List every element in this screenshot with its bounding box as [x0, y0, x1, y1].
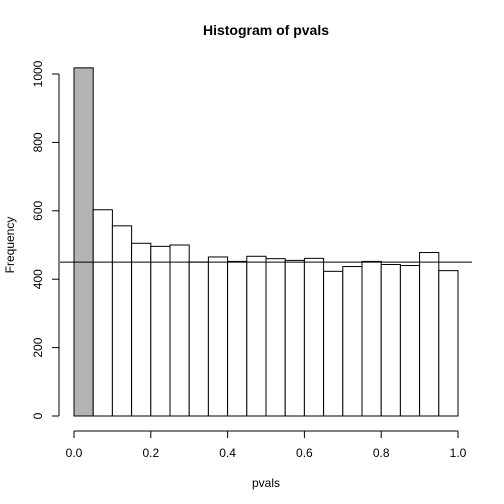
x-tick-label: 0.4 — [219, 446, 236, 460]
histogram-bar — [323, 270, 344, 417]
histogram-bar — [265, 258, 286, 417]
y-tick-label: 1000 — [31, 60, 45, 87]
y-tick-label: 600 — [31, 200, 45, 220]
histogram-bar — [111, 225, 133, 417]
histogram-bar — [303, 257, 325, 417]
histogram-bar — [399, 265, 421, 417]
x-axis-label: pvals — [252, 476, 280, 490]
x-tick-label: 0.6 — [296, 446, 313, 460]
x-tick-label: 0.8 — [373, 446, 390, 460]
histogram-bar — [131, 242, 152, 417]
bars-group — [73, 67, 459, 417]
histogram-bar — [246, 255, 267, 417]
x-tick-label: 0.0 — [66, 446, 83, 460]
y-tick-label: 0 — [31, 412, 45, 419]
histogram-bar — [150, 245, 171, 417]
histogram-bar — [438, 270, 459, 417]
chart-title: Histogram of pvals — [203, 22, 329, 38]
y-tick-label: 800 — [31, 132, 45, 152]
x-tick-label: 1.0 — [450, 446, 467, 460]
histogram-bar — [361, 260, 382, 417]
histogram-bar — [227, 260, 248, 417]
histogram-bar — [188, 261, 209, 417]
histogram-bar — [92, 209, 113, 417]
histogram-bar — [207, 256, 229, 417]
y-tick-label: 400 — [31, 269, 45, 289]
y-axis-label: Frequency — [3, 217, 17, 274]
y-axis: 0 200 400 600 800 1000 — [31, 60, 60, 419]
histogram-bar — [419, 252, 440, 417]
y-tick-label: 200 — [31, 337, 45, 357]
histogram-bar — [342, 266, 363, 417]
histogram-bar — [73, 67, 94, 417]
histogram-bar — [169, 244, 190, 417]
histogram-bar — [380, 263, 401, 417]
x-axis: 0.0 0.2 0.4 0.6 0.8 1.0 — [66, 430, 467, 460]
histogram-bar — [284, 259, 305, 417]
x-tick-label: 0.2 — [142, 446, 159, 460]
